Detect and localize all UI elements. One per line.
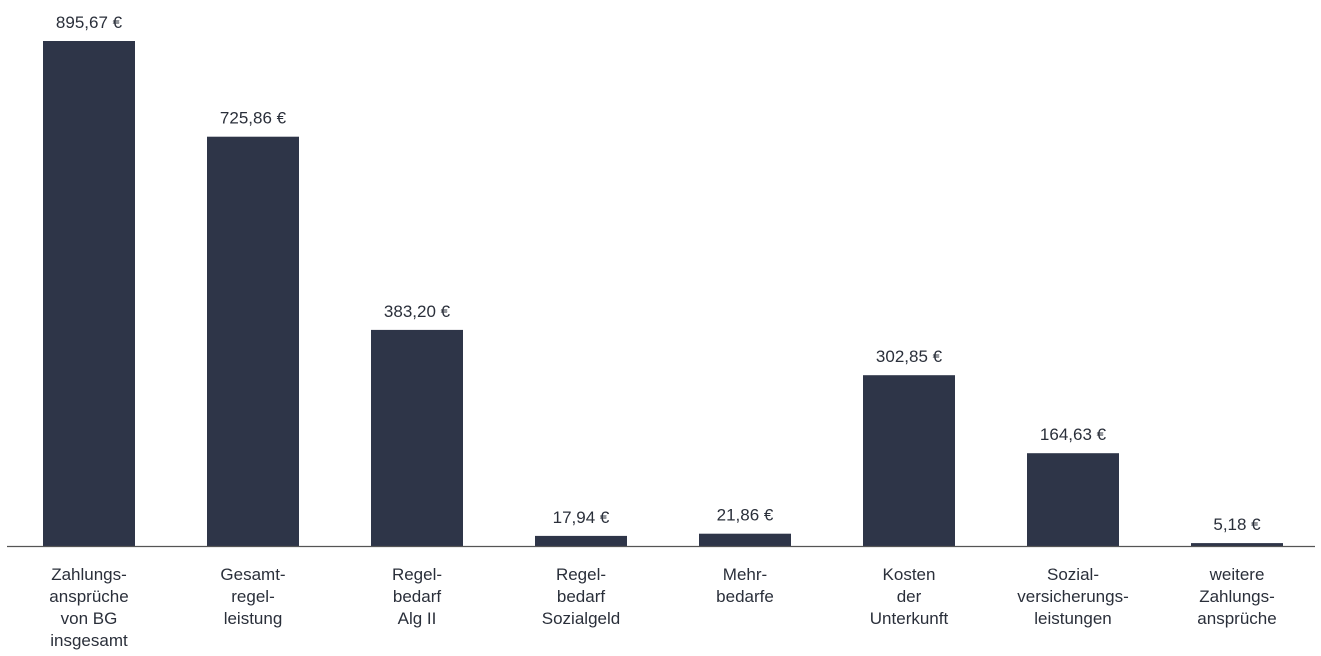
value-label-3: 17,94 € — [553, 508, 610, 527]
bar-1 — [207, 136, 299, 546]
value-label-1: 725,86 € — [220, 109, 287, 128]
value-label-5: 302,85 € — [876, 347, 943, 366]
category-label-1: Gesamt-regel-leistung — [220, 565, 285, 628]
value-label-2: 383,20 € — [384, 302, 451, 321]
category-label-line: der — [897, 587, 922, 606]
category-label-line: leistungen — [1034, 609, 1112, 628]
bar-0 — [43, 41, 135, 546]
category-label-line: bedarfe — [716, 587, 774, 606]
category-label-2: Regel-bedarf Alg II — [392, 565, 442, 628]
category-label-line: bedarf — [557, 587, 605, 606]
bar-4 — [699, 533, 791, 546]
category-label-line: leistung — [224, 609, 283, 628]
category-label-0: Zahlungs-ansprüche von BG insgesamt — [49, 565, 128, 650]
category-label-5: Kosten der Unterkunft — [870, 565, 949, 628]
category-label-line: weitere — [1209, 565, 1265, 584]
category-label-line: Sozialgeld — [542, 609, 620, 628]
value-labels-group: 895,67 € 725,86 € 383,20 € 17,94 € 21,86 € 30… — [56, 13, 1261, 534]
bar-7 — [1191, 543, 1283, 546]
category-label-line: Regel- — [392, 565, 442, 584]
category-label-line: Kosten — [883, 565, 936, 584]
category-label-line: regel- — [231, 587, 274, 606]
value-label-6: 164,63 € — [1040, 425, 1107, 444]
category-label-line: ansprüche — [49, 587, 128, 606]
bars-group — [43, 41, 1283, 546]
category-labels-group: Zahlungs-ansprüche von BG insgesamt Gesamt-… — [49, 565, 1276, 650]
value-label-4: 21,86 € — [717, 506, 774, 525]
category-label-line: bedarf — [393, 587, 441, 606]
category-label-line: versicherungs- — [1017, 587, 1129, 606]
category-label-line: von BG — [61, 609, 118, 628]
bar-5 — [863, 375, 955, 546]
category-label-line: ansprüche — [1197, 609, 1276, 628]
category-label-3: Regel-bedarf Sozialgeld — [542, 565, 620, 628]
bar-6 — [1027, 453, 1119, 546]
category-label-4: Mehr-bedarfe — [716, 565, 774, 606]
category-label-7: weitere Zahlungs-ansprüche — [1197, 565, 1276, 628]
category-label-line: insgesamt — [50, 631, 128, 650]
category-label-line: Zahlungs- — [1199, 587, 1275, 606]
category-label-line: Mehr- — [723, 565, 767, 584]
category-label-6: Sozial-versicherungs-leistungen — [1017, 565, 1129, 628]
category-label-line: Sozial- — [1047, 565, 1099, 584]
value-label-0: 895,67 € — [56, 13, 123, 32]
category-label-line: Unterkunft — [870, 609, 949, 628]
category-label-line: Gesamt- — [220, 565, 285, 584]
category-label-line: Alg II — [398, 609, 437, 628]
bar-2 — [371, 329, 463, 546]
bar-3 — [535, 535, 627, 546]
category-label-line: Zahlungs- — [51, 565, 127, 584]
category-label-line: Regel- — [556, 565, 606, 584]
value-label-7: 5,18 € — [1213, 515, 1261, 534]
